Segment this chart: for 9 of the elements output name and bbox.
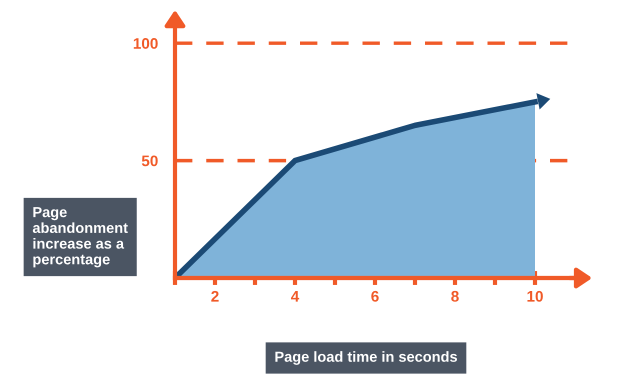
x-tick-label: 4 xyxy=(290,291,300,302)
x-axis-title: Page load time in seconds xyxy=(275,351,457,365)
y-tick-label: 100 xyxy=(134,38,158,49)
x-tick-label: 10 xyxy=(527,290,543,302)
x-tick-label: 8 xyxy=(451,290,459,302)
x-tick-label: 6 xyxy=(371,290,379,302)
y-axis-title: Page abandonment increase as a percentage xyxy=(32,207,128,268)
x-tick-label: 2 xyxy=(211,290,219,302)
y-tick-label: 50 xyxy=(142,155,158,166)
